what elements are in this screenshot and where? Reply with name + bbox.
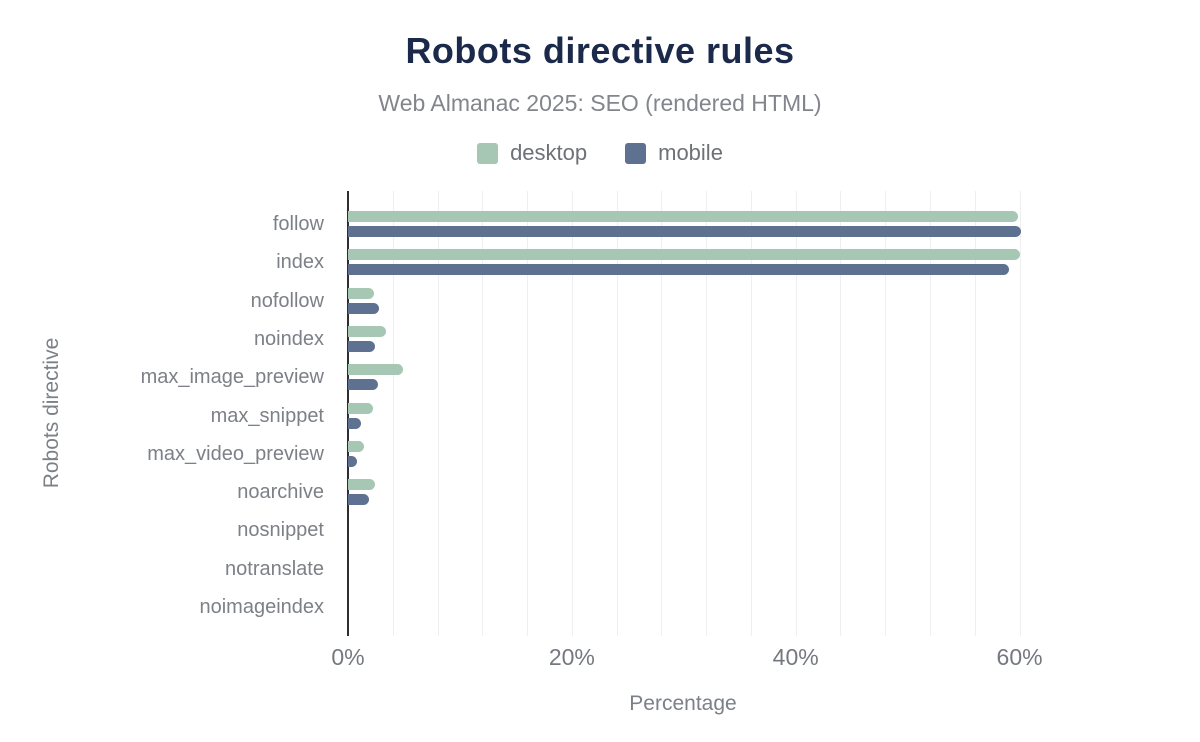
bar-desktop-nofollow xyxy=(348,287,374,299)
gridline xyxy=(527,191,529,636)
x-tick-label-60%: 60% xyxy=(996,644,1043,670)
bar-desktop-follow xyxy=(348,211,1019,223)
gridline xyxy=(616,191,618,636)
category-label-nosnippet: nosnippet xyxy=(237,519,324,542)
gridline xyxy=(930,191,932,636)
gridline xyxy=(482,191,484,636)
gridline xyxy=(750,191,752,636)
category-label-max_video_preview: max_video_preview xyxy=(147,442,324,465)
gridline xyxy=(885,191,887,636)
y-axis-line xyxy=(347,191,349,636)
x-tick-label-0%: 0% xyxy=(331,644,365,670)
bar-mobile-max_snippet xyxy=(348,417,362,429)
bar-mobile-max_image_preview xyxy=(348,379,379,391)
category-label-index: index xyxy=(276,251,324,274)
bar-mobile-index xyxy=(348,264,1010,276)
legend: desktop mobile xyxy=(0,140,1200,166)
bar-desktop-index xyxy=(348,249,1020,261)
category-label-max_image_preview: max_image_preview xyxy=(140,366,324,389)
legend-item-desktop: desktop xyxy=(477,140,587,166)
gridline xyxy=(392,191,394,636)
chart-title: Robots directive rules xyxy=(405,30,795,71)
chart-subtitle: Web Almanac 2025: SEO (rendered HTML) xyxy=(378,90,822,116)
bar-mobile-noarchive xyxy=(348,494,370,506)
gridline xyxy=(840,191,842,636)
category-label-follow: follow xyxy=(272,213,324,236)
gridline xyxy=(1019,191,1021,636)
category-label-noimageindex: noimageindex xyxy=(199,595,324,618)
gridline xyxy=(437,191,439,636)
x-tick-label-20%: 20% xyxy=(548,644,595,670)
bar-mobile-follow xyxy=(348,226,1021,238)
gridline xyxy=(706,191,708,636)
bar-desktop-max_image_preview xyxy=(348,364,403,376)
gridline xyxy=(795,191,797,636)
category-label-noindex: noindex xyxy=(253,327,324,350)
bar-mobile-max_video_preview xyxy=(348,455,357,467)
bar-desktop-max_snippet xyxy=(348,402,373,414)
bar-desktop-max_video_preview xyxy=(348,440,364,452)
gridline xyxy=(661,191,663,636)
category-label-nofollow: nofollow xyxy=(250,289,324,312)
category-label-max_snippet: max_snippet xyxy=(210,404,324,427)
gridline xyxy=(974,191,976,636)
bar-mobile-nofollow xyxy=(348,302,380,314)
gridline xyxy=(571,191,573,636)
legend-swatch-mobile-icon xyxy=(625,142,647,164)
legend-label-mobile: mobile xyxy=(658,140,723,165)
bar-mobile-noindex xyxy=(348,340,375,352)
category-label-noarchive: noarchive xyxy=(237,481,324,504)
bar-desktop-noindex xyxy=(348,325,387,337)
legend-item-mobile: mobile xyxy=(625,140,723,166)
legend-swatch-desktop-icon xyxy=(477,142,499,164)
legend-label-desktop: desktop xyxy=(510,140,588,165)
category-label-notranslate: notranslate xyxy=(225,557,324,580)
x-tick-label-40%: 40% xyxy=(772,644,819,670)
x-axis-title: Percentage xyxy=(629,692,737,715)
plot-area xyxy=(347,191,1080,636)
bar-desktop-noarchive xyxy=(348,479,375,491)
